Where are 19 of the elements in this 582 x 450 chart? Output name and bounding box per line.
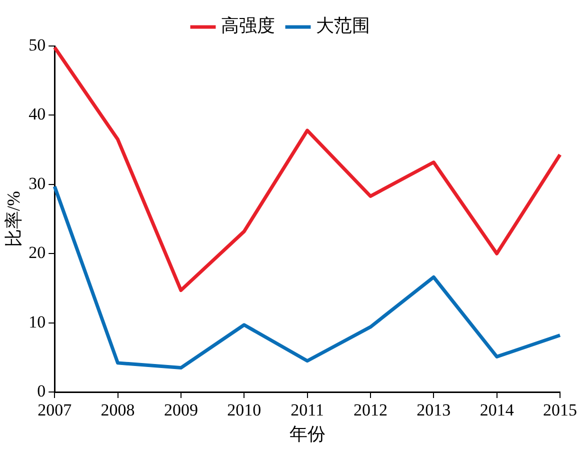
y-tick-label: 50 [28, 35, 46, 54]
x-tick-label: 2013 [416, 400, 451, 420]
x-tick-label: 2007 [38, 400, 72, 420]
x-tick-label: 2014 [480, 400, 514, 420]
y-tick-label: 0 [37, 381, 46, 400]
y-tick-label: 10 [28, 312, 46, 332]
x-tick-label: 2015 [543, 400, 577, 420]
y-axis-title: 比率/% [4, 191, 24, 247]
x-tick-label: 2009 [164, 400, 198, 420]
x-tick-label: 2010 [227, 400, 262, 420]
y-tick-label: 30 [28, 174, 46, 193]
x-tick-label: 2011 [290, 400, 324, 420]
y-tick-label: 40 [28, 104, 46, 124]
legend-label: 大范围 [316, 16, 370, 36]
x-axis-title: 年份 [289, 424, 326, 444]
x-tick-label: 2008 [100, 400, 135, 420]
legend-label: 高强度 [221, 16, 275, 36]
y-tick-label: 20 [28, 243, 46, 262]
x-tick-label: 2012 [353, 400, 388, 420]
